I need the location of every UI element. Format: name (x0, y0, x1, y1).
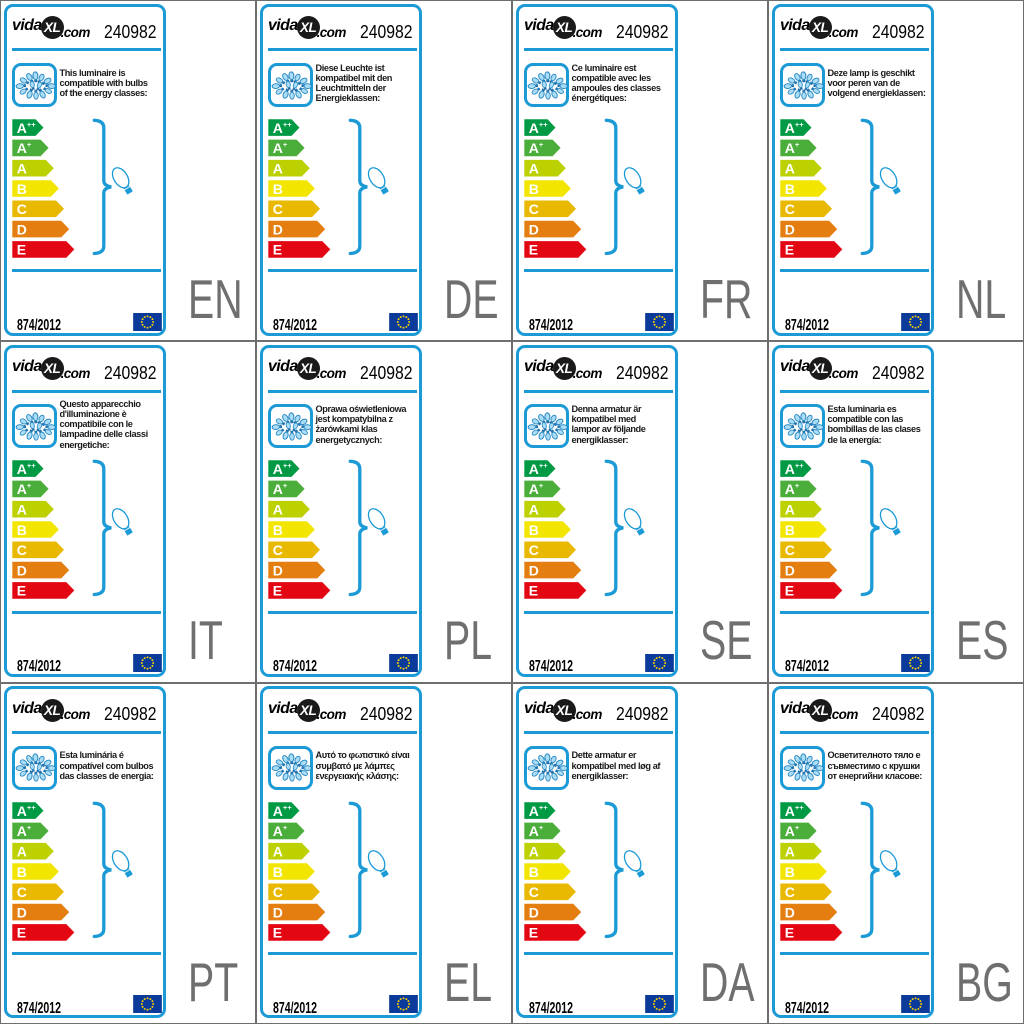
svg-text:C: C (17, 542, 27, 558)
svg-text:D: D (273, 904, 283, 920)
svg-text:E: E (529, 583, 538, 599)
svg-text:D: D (17, 904, 27, 920)
svg-text:B: B (529, 181, 539, 197)
svg-text:A: A (273, 843, 283, 859)
svg-text:A: A (785, 843, 795, 859)
svg-text:A: A (17, 502, 27, 518)
svg-text:E: E (529, 924, 538, 940)
svg-text:A: A (529, 502, 539, 518)
svg-text:C: C (273, 201, 283, 217)
svg-text:D: D (529, 563, 539, 579)
svg-text:D: D (785, 563, 795, 579)
svg-text:A: A (17, 161, 27, 177)
svg-text:B: B (785, 181, 795, 197)
svg-text:E: E (785, 242, 794, 258)
svg-text:E: E (273, 583, 282, 599)
svg-text:D: D (785, 221, 795, 237)
svg-text:E: E (529, 242, 538, 258)
svg-text:A: A (529, 843, 539, 859)
svg-text:C: C (529, 542, 539, 558)
svg-text:C: C (785, 884, 795, 900)
svg-text:E: E (785, 924, 794, 940)
svg-text:A: A (273, 502, 283, 518)
svg-text:A: A (785, 502, 795, 518)
svg-text:E: E (273, 242, 282, 258)
svg-text:B: B (17, 181, 27, 197)
svg-text:C: C (17, 884, 27, 900)
svg-text:C: C (273, 884, 283, 900)
svg-text:C: C (785, 201, 795, 217)
svg-text:D: D (785, 904, 795, 920)
svg-text:B: B (17, 863, 27, 879)
svg-text:A: A (17, 843, 27, 859)
svg-text:B: B (785, 863, 795, 879)
svg-text:C: C (529, 884, 539, 900)
svg-text:B: B (785, 522, 795, 538)
svg-text:A: A (529, 161, 539, 177)
svg-text:C: C (785, 542, 795, 558)
svg-text:B: B (529, 522, 539, 538)
svg-text:D: D (273, 563, 283, 579)
svg-text:D: D (17, 221, 27, 237)
svg-text:B: B (273, 181, 283, 197)
svg-text:C: C (529, 201, 539, 217)
svg-text:D: D (273, 221, 283, 237)
svg-text:A: A (785, 161, 795, 177)
svg-text:C: C (17, 201, 27, 217)
svg-text:B: B (273, 522, 283, 538)
svg-text:A: A (273, 161, 283, 177)
svg-text:E: E (17, 242, 26, 258)
svg-text:E: E (17, 924, 26, 940)
svg-text:B: B (273, 863, 283, 879)
svg-text:B: B (17, 522, 27, 538)
svg-text:D: D (529, 221, 539, 237)
svg-text:E: E (17, 583, 26, 599)
svg-text:D: D (529, 904, 539, 920)
svg-text:D: D (17, 563, 27, 579)
svg-text:E: E (785, 583, 794, 599)
svg-text:C: C (273, 542, 283, 558)
svg-text:B: B (529, 863, 539, 879)
svg-text:E: E (273, 924, 282, 940)
